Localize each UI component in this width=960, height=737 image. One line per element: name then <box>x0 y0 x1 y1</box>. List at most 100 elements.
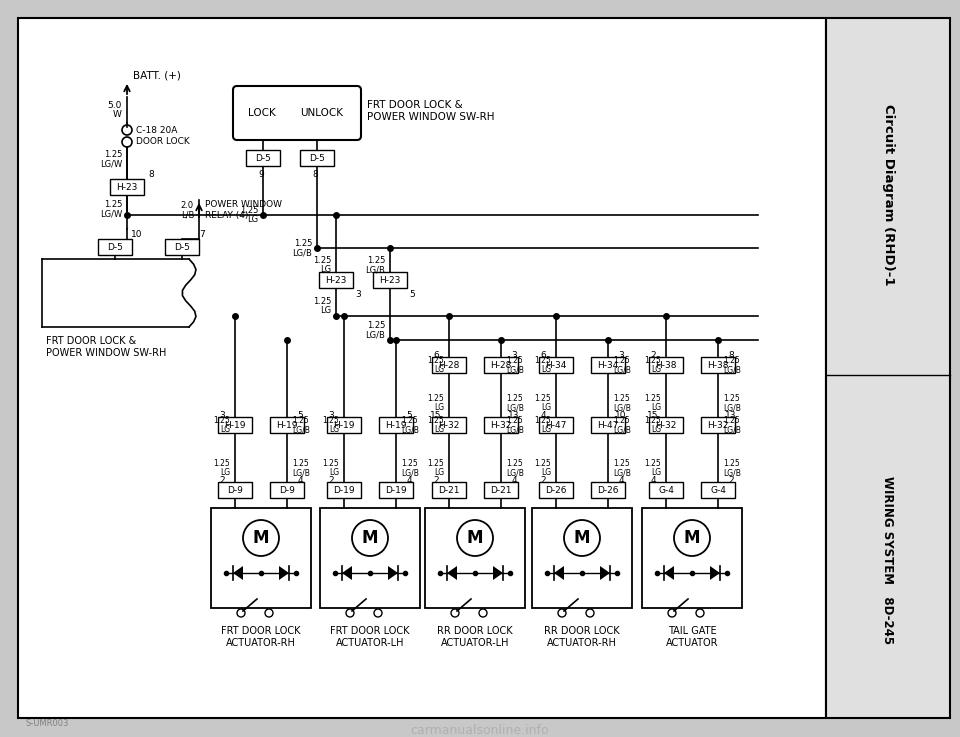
Text: 5.0
W: 5.0 W <box>108 101 122 119</box>
Text: 4: 4 <box>540 411 546 419</box>
Bar <box>18 18 826 718</box>
Text: D-19: D-19 <box>385 486 407 495</box>
Text: 8: 8 <box>148 170 154 178</box>
Text: 4: 4 <box>406 475 412 484</box>
Text: 2: 2 <box>729 475 733 484</box>
Text: 13: 13 <box>725 411 736 419</box>
Text: H-34: H-34 <box>545 360 566 369</box>
Text: 10: 10 <box>615 411 627 419</box>
Bar <box>826 18 950 718</box>
Bar <box>270 482 304 498</box>
Polygon shape <box>447 566 457 580</box>
Text: 1.25
LG/B: 1.25 LG/B <box>613 458 631 478</box>
Text: carmanualsonline.info: carmanualsonline.info <box>411 724 549 736</box>
Bar <box>649 417 683 433</box>
Text: H-23: H-23 <box>325 276 347 284</box>
Text: 3: 3 <box>328 411 334 419</box>
Text: D-21: D-21 <box>439 486 460 495</box>
Text: 1.25
LG/B: 1.25 LG/B <box>506 416 524 434</box>
Bar <box>701 357 735 373</box>
Bar <box>379 417 413 433</box>
Text: 9: 9 <box>258 170 264 178</box>
Bar <box>432 357 466 373</box>
Bar <box>110 179 144 195</box>
Text: Circuit Diagram (RHD)-1: Circuit Diagram (RHD)-1 <box>881 104 895 286</box>
Text: 1.25
LG/B: 1.25 LG/B <box>613 356 631 374</box>
FancyBboxPatch shape <box>233 86 361 140</box>
Polygon shape <box>279 566 289 580</box>
Bar <box>165 239 199 255</box>
Text: 1.25
LG: 1.25 LG <box>535 458 551 478</box>
Text: 13: 13 <box>508 411 519 419</box>
Text: 15: 15 <box>430 411 442 419</box>
Text: TAIL GATE
ACTUATOR: TAIL GATE ACTUATOR <box>665 626 718 648</box>
Bar <box>484 482 518 498</box>
Text: M: M <box>252 529 269 547</box>
Text: 1.25
LG: 1.25 LG <box>240 206 258 224</box>
Polygon shape <box>600 566 610 580</box>
Polygon shape <box>710 566 720 580</box>
Bar <box>701 482 735 498</box>
Text: 1.25
LG: 1.25 LG <box>535 356 551 374</box>
Text: M: M <box>467 529 483 547</box>
Text: 5: 5 <box>298 411 302 419</box>
Text: H-38: H-38 <box>708 360 729 369</box>
Bar <box>319 272 353 288</box>
Text: S-UMR003: S-UMR003 <box>25 719 68 728</box>
Text: H-23: H-23 <box>379 276 400 284</box>
Text: G-4: G-4 <box>710 486 726 495</box>
Text: H-32: H-32 <box>491 421 512 430</box>
Text: 1.25
LG: 1.25 LG <box>644 356 661 374</box>
Text: 1.25
LG/B: 1.25 LG/B <box>506 458 524 478</box>
Bar <box>373 272 407 288</box>
Text: 1.25
LG: 1.25 LG <box>427 394 444 412</box>
Text: H-34: H-34 <box>597 360 618 369</box>
Polygon shape <box>554 566 564 580</box>
Text: 1.25
LG/B: 1.25 LG/B <box>401 416 419 434</box>
Text: H-32: H-32 <box>708 421 729 430</box>
Text: 2: 2 <box>650 351 656 360</box>
Text: H-19: H-19 <box>333 421 355 430</box>
Text: 5: 5 <box>406 411 412 419</box>
Text: FRT DOOR LOCK
ACTUATOR-RH: FRT DOOR LOCK ACTUATOR-RH <box>221 626 300 648</box>
Bar <box>218 417 252 433</box>
Text: 1.25
LG/B: 1.25 LG/B <box>292 239 312 257</box>
Text: LOCK: LOCK <box>248 108 276 118</box>
Bar <box>591 482 625 498</box>
Text: 2: 2 <box>328 475 334 484</box>
Text: H-28: H-28 <box>439 360 460 369</box>
Text: 1.25
LG: 1.25 LG <box>323 416 339 434</box>
Bar <box>532 508 632 608</box>
Bar <box>539 417 573 433</box>
Text: 1.25
LG/B: 1.25 LG/B <box>506 394 524 412</box>
Text: 3: 3 <box>511 351 516 360</box>
Text: M: M <box>362 529 378 547</box>
Polygon shape <box>388 566 398 580</box>
Text: D-5: D-5 <box>174 242 190 251</box>
Bar <box>327 482 361 498</box>
Bar <box>246 150 280 166</box>
Text: 1.25
LG: 1.25 LG <box>644 394 661 412</box>
Text: D-21: D-21 <box>491 486 512 495</box>
Text: FRT DOOR LOCK
ACTUATOR-LH: FRT DOOR LOCK ACTUATOR-LH <box>330 626 410 648</box>
Text: C-18 20A
DOOR LOCK: C-18 20A DOOR LOCK <box>136 126 190 146</box>
Text: 1.25
LG/B: 1.25 LG/B <box>723 356 741 374</box>
Text: D-9: D-9 <box>228 486 243 495</box>
Polygon shape <box>342 566 352 580</box>
Bar <box>327 417 361 433</box>
Text: 10: 10 <box>132 229 143 239</box>
Bar <box>539 357 573 373</box>
Bar <box>379 482 413 498</box>
Text: 3: 3 <box>355 290 361 298</box>
Bar <box>539 482 573 498</box>
Text: 1.25
LG/B: 1.25 LG/B <box>613 394 631 412</box>
Bar <box>649 357 683 373</box>
Text: 3: 3 <box>618 351 624 360</box>
Text: 1.25
LG: 1.25 LG <box>313 297 331 315</box>
Polygon shape <box>493 566 503 580</box>
Bar <box>649 482 683 498</box>
Text: D-19: D-19 <box>333 486 355 495</box>
Text: H-28: H-28 <box>491 360 512 369</box>
Text: 8: 8 <box>728 351 733 360</box>
Text: RR DOOR LOCK
ACTUATOR-RH: RR DOOR LOCK ACTUATOR-RH <box>544 626 620 648</box>
